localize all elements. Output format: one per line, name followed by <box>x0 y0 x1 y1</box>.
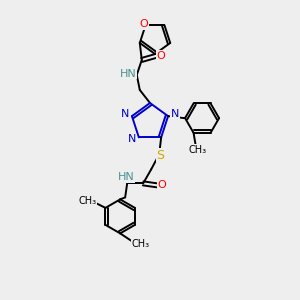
Text: O: O <box>158 180 167 190</box>
Text: N: N <box>121 109 129 119</box>
Text: S: S <box>156 149 164 162</box>
Text: O: O <box>156 51 165 61</box>
Text: CH₃: CH₃ <box>131 239 149 249</box>
Text: N: N <box>128 134 136 144</box>
Text: O: O <box>139 19 148 29</box>
Text: N: N <box>171 109 179 119</box>
Text: CH₃: CH₃ <box>78 196 97 206</box>
Text: HN: HN <box>119 69 136 79</box>
Text: HN: HN <box>118 172 134 182</box>
Text: CH₃: CH₃ <box>188 145 207 155</box>
